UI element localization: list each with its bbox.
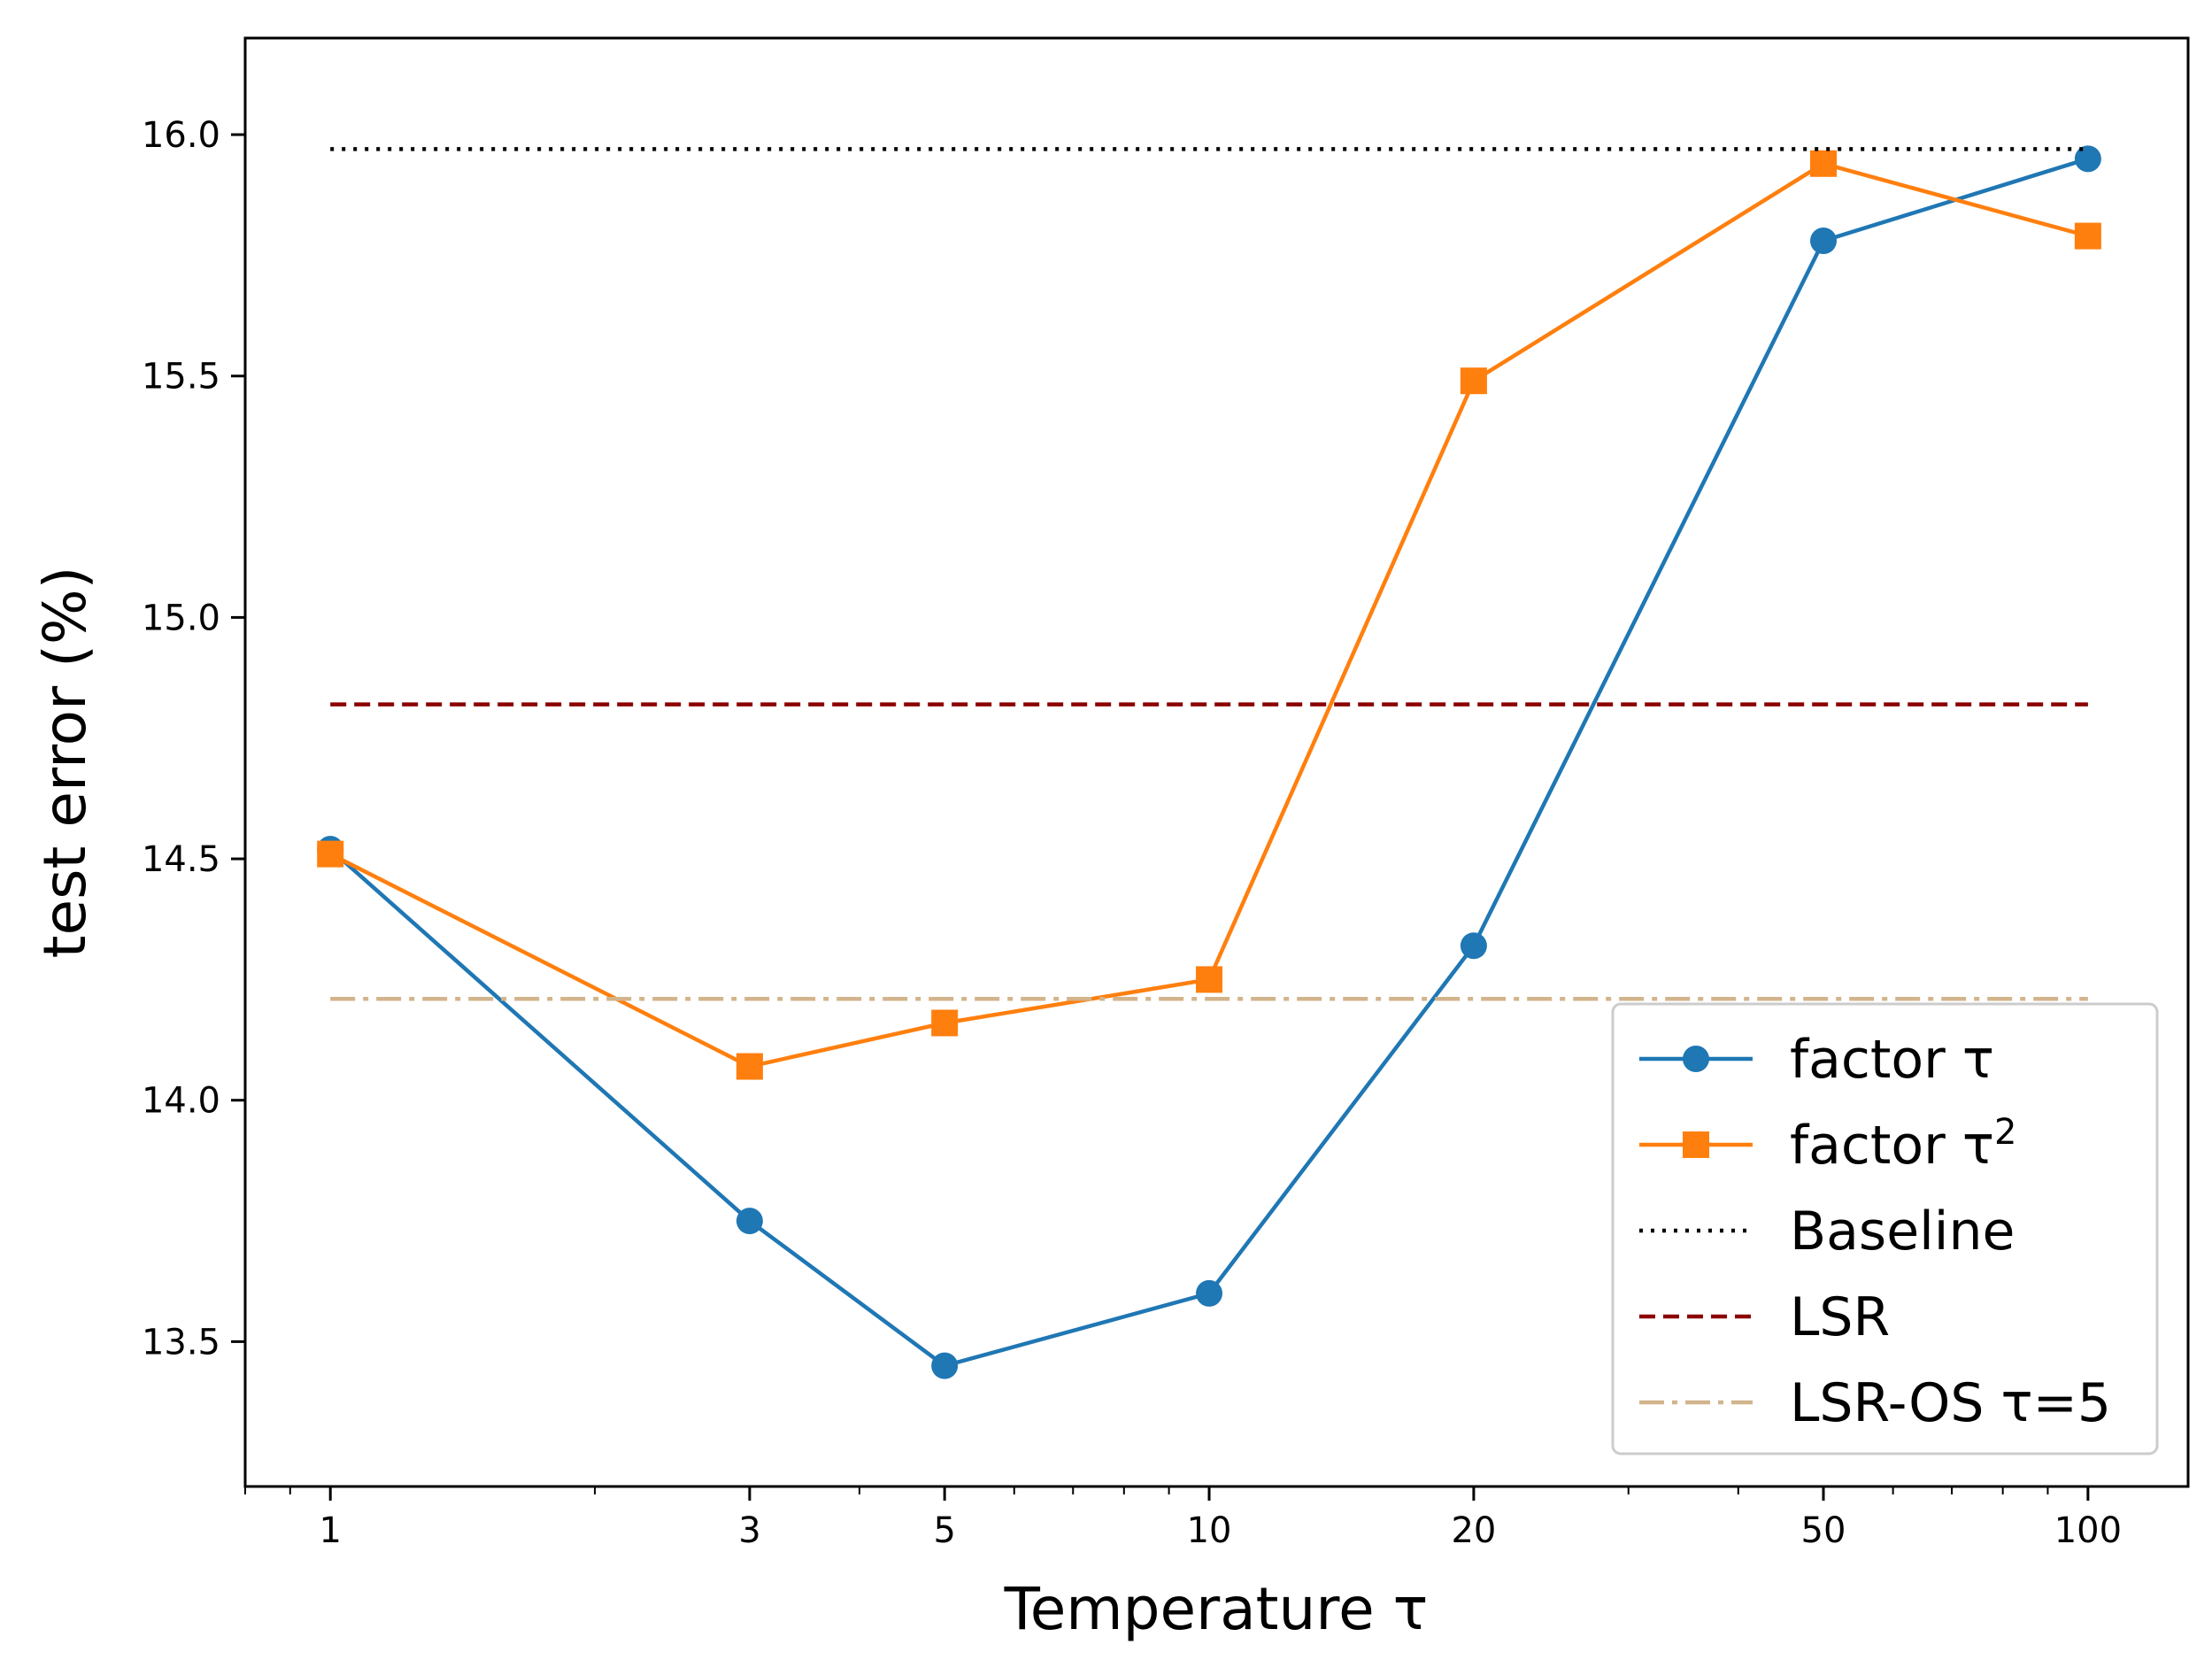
- y-tick-label: 14.5: [142, 839, 220, 880]
- legend-label: LSR: [1790, 1286, 1890, 1348]
- x-tick-label: 20: [1451, 1510, 1496, 1551]
- y-tick-label: 15.0: [142, 598, 220, 638]
- axes-frame: [243, 36, 2190, 1488]
- data-point-factor-1: [317, 840, 344, 868]
- data-point-factor-0: [931, 1352, 959, 1379]
- y-tick-label: 14.0: [142, 1081, 220, 1122]
- plot-series-group: [317, 145, 2101, 1379]
- data-point-factor-0: [1196, 1279, 1223, 1307]
- data-point-factor-0: [2074, 145, 2101, 173]
- data-point-factor-1: [1196, 966, 1223, 993]
- x-tick-label: 1: [319, 1510, 341, 1551]
- legend-label: factor τ: [1790, 1029, 1994, 1091]
- legend: factor τ factor τ2 Baseline LSR LSR-OS τ=5: [1611, 1002, 2159, 1455]
- legend-label: LSR-OS τ=5: [1790, 1372, 2111, 1434]
- x-axis-title: Temperature τ: [1004, 1575, 1429, 1643]
- y-tick-label: 15.5: [142, 357, 220, 398]
- data-point-factor-0: [1460, 932, 1487, 960]
- data-point-factor-0: [1810, 228, 1838, 255]
- x-axis: 1 3 5 10 20 50 100: [244, 1486, 2122, 1551]
- data-point-factor-1: [931, 1009, 959, 1037]
- legend-marker: [1683, 1046, 1709, 1072]
- x-tick-label: 50: [1801, 1510, 1846, 1551]
- legend-box: [1611, 1002, 2159, 1455]
- data-point-factor-1: [2074, 222, 2101, 250]
- y-axis-title: test error (%): [31, 567, 99, 959]
- legend-label: Baseline: [1790, 1201, 2015, 1262]
- data-point-factor-1: [736, 1053, 763, 1080]
- data-point-factor-1: [1810, 150, 1838, 177]
- legend-marker: [1683, 1131, 1709, 1158]
- x-tick-label: 3: [738, 1510, 760, 1551]
- x-tick-label: 100: [2054, 1510, 2122, 1551]
- y-axis: 13.5 14.0 14.5 15.0 15.5 16.0: [142, 115, 245, 1363]
- legend-label: factor τ2: [1790, 1112, 2016, 1177]
- series-line-factor-1: [329, 161, 2089, 1069]
- x-tick-label: 5: [933, 1510, 955, 1551]
- y-tick-label: 16.0: [142, 115, 220, 156]
- y-tick-label: 13.5: [142, 1322, 220, 1363]
- data-point-factor-1: [1460, 367, 1487, 395]
- data-point-factor-0: [736, 1208, 763, 1235]
- x-tick-label: 10: [1187, 1510, 1232, 1551]
